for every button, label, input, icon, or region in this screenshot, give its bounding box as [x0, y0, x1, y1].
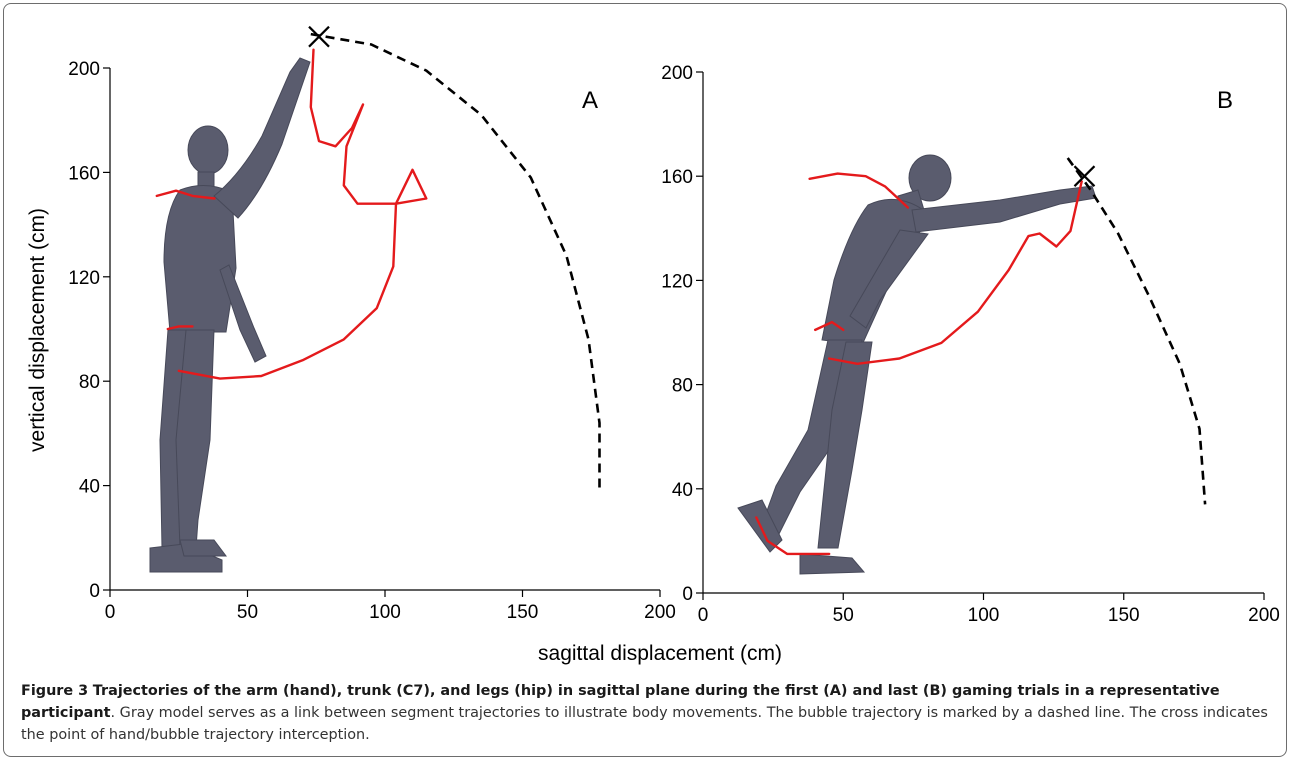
- segment-trajectory-line-2: [808, 172, 909, 209]
- x-tick-label: 200: [1248, 605, 1280, 626]
- ticks-b: 0 50 100 150 200 0 40 80 120 160 200: [661, 63, 1280, 626]
- panel-label-b: B: [1217, 87, 1233, 114]
- interception-cross-marker: [1073, 165, 1096, 187]
- segment-trajectory-line-4: [755, 516, 831, 556]
- y-tick-label: 0: [89, 581, 100, 602]
- segment-trajectory-line-2: [155, 189, 216, 200]
- figure-caption: Figure 3 Trajectories of the arm (hand),…: [21, 680, 1271, 746]
- body-model-a: [149, 57, 311, 573]
- caption-text: . Gray model serves as a link between se…: [21, 705, 1268, 743]
- y-tick-label: 40: [79, 477, 100, 498]
- bubble-trajectory-line: [310, 32, 601, 491]
- caption-label: Figure 3: [21, 683, 89, 699]
- x-tick-label: 0: [105, 602, 116, 623]
- figure-frame: [3, 3, 1287, 757]
- x-tick-label: 200: [644, 602, 676, 623]
- y-tick-label: 80: [79, 372, 100, 393]
- panel-a: 0 50 100 150 200 0 40 80 120 160 200 A vertical di…: [26, 25, 676, 623]
- y-tick-label: 160: [661, 167, 693, 188]
- segment-trajectory-line-1: [828, 180, 1083, 365]
- y-tick-label: 200: [661, 63, 693, 84]
- series-a: [155, 25, 601, 491]
- caption-title: Trajectories of the arm (hand), trunk (C…: [21, 683, 1220, 721]
- x-tick-label: 0: [698, 605, 709, 626]
- x-tick-label: 150: [507, 602, 539, 623]
- y-tick-label: 120: [68, 268, 100, 289]
- interception-cross-marker: [308, 25, 330, 48]
- x-tick-label: 150: [1108, 605, 1140, 626]
- ticks-a: 0 50 100 150 200 0 40 80 120 160 200: [68, 59, 676, 623]
- y-tick-label: 120: [661, 271, 693, 292]
- x-tick-label: 50: [237, 602, 258, 623]
- segment-trajectory-line-3: [166, 325, 194, 331]
- y-tick-label: 80: [672, 376, 693, 397]
- cross-stroke: [1073, 165, 1096, 187]
- y-tick-label: 200: [68, 59, 100, 80]
- figure-canvas: 0 50 100 150 200 0 40 80 120 160 200 A vertical di…: [26, 25, 1280, 665]
- y-tick-label: 40: [672, 480, 693, 501]
- x-tick-label: 100: [369, 602, 401, 623]
- segment-trajectory-line-3: [814, 320, 845, 332]
- panel-b: 0 50 100 150 200 0 40 80 120 160 200 B: [661, 63, 1280, 626]
- cross-stroke: [308, 25, 330, 48]
- y-axis-label: vertical displacement (cm): [26, 208, 49, 452]
- y-tick-label: 160: [68, 163, 100, 184]
- bubble-trajectory-line: [1066, 157, 1207, 505]
- body-model-b: [737, 154, 1097, 575]
- segment-trajectory-line-1: [177, 48, 428, 380]
- x-tick-label: 50: [833, 605, 854, 626]
- x-tick-label: 100: [968, 605, 1000, 626]
- series-b: [755, 157, 1207, 556]
- x-axis-label: sagittal displacement (cm): [538, 642, 782, 665]
- y-tick-label: 0: [682, 584, 693, 605]
- panel-label-a: A: [582, 87, 598, 114]
